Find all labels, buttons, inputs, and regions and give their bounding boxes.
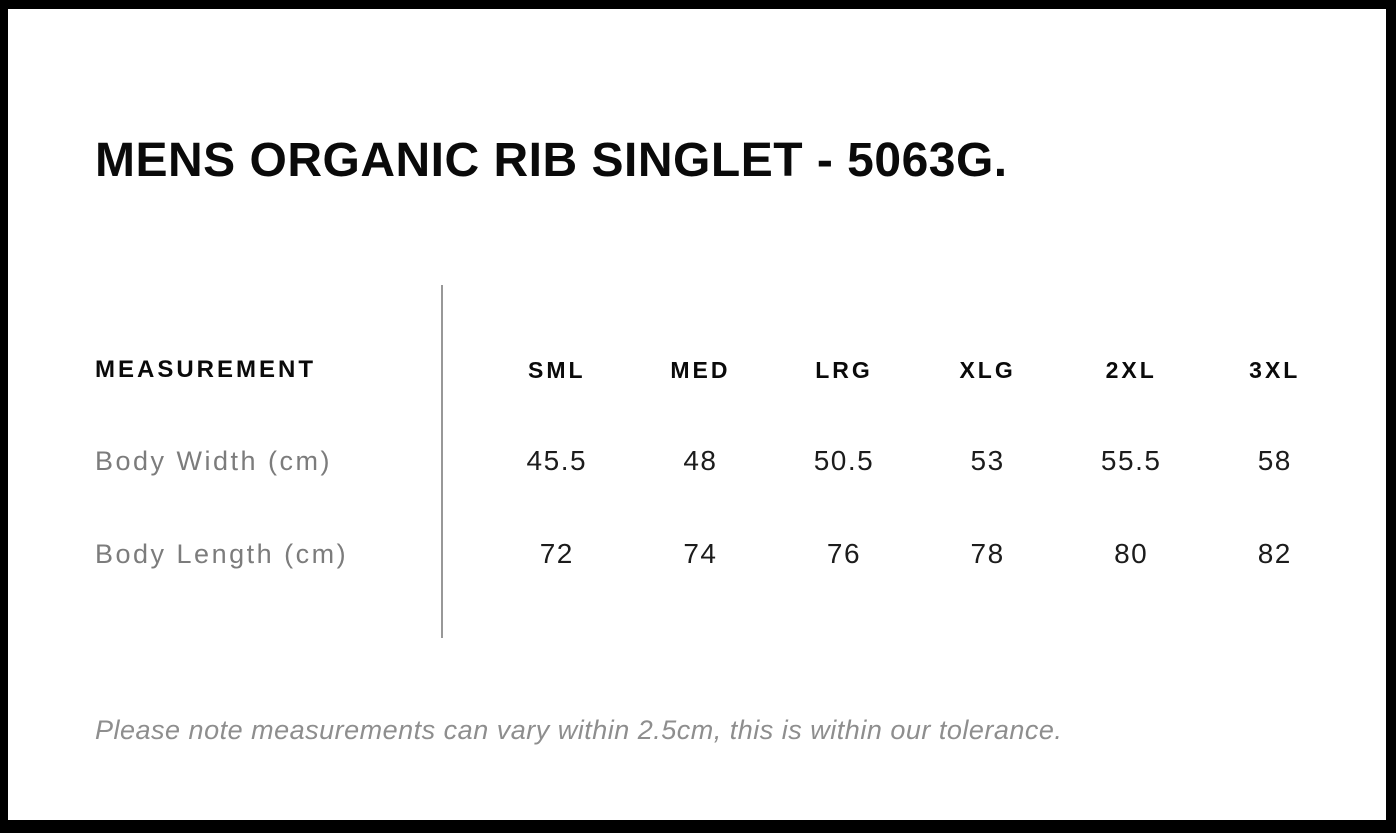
table-row-body-width: Body Width (cm) 45.5 48 50.5 53 55.5 58 xyxy=(95,444,1347,478)
body-width-2xl-value: 55.5 xyxy=(1100,445,1162,476)
column-header-measurement: MEASUREMENT xyxy=(95,356,317,383)
body-width-lrg-value: 50.5 xyxy=(813,445,875,476)
column-header-med: MED xyxy=(670,356,731,383)
table-row-body-length: Body Length (cm) 72 74 76 78 80 82 xyxy=(95,537,1347,571)
body-length-2xl-value: 80 xyxy=(1114,538,1149,569)
row-label-body-length: Body Length (cm) xyxy=(95,538,349,569)
body-width-3xl-value: 58 xyxy=(1257,445,1292,476)
body-length-med-value: 74 xyxy=(683,538,718,569)
column-header-3xl: 3XL xyxy=(1249,356,1301,383)
body-length-xlg-value: 78 xyxy=(970,538,1005,569)
body-length-sml-value: 72 xyxy=(539,538,574,569)
row-label-body-width: Body Width (cm) xyxy=(95,445,333,476)
body-width-med-value: 48 xyxy=(683,445,718,476)
page-title: MENS ORGANIC RIB SINGLET - 5063G. xyxy=(95,134,1008,188)
table-header-row: MEASUREMENT SML MED LRG XLG 2XL 3XL xyxy=(95,353,1347,387)
table-vertical-divider xyxy=(441,285,443,638)
column-header-xlg: XLG xyxy=(959,356,1016,383)
tolerance-note: Please note measurements can vary within… xyxy=(95,715,1063,745)
column-header-sml: SML xyxy=(528,356,586,383)
body-length-3xl-value: 82 xyxy=(1257,538,1292,569)
column-header-lrg: LRG xyxy=(815,356,873,383)
body-length-lrg-value: 76 xyxy=(826,538,862,569)
column-header-2xl: 2XL xyxy=(1105,356,1157,383)
body-width-xlg-value: 53 xyxy=(970,445,1005,476)
body-width-sml-value: 45.5 xyxy=(526,445,588,476)
